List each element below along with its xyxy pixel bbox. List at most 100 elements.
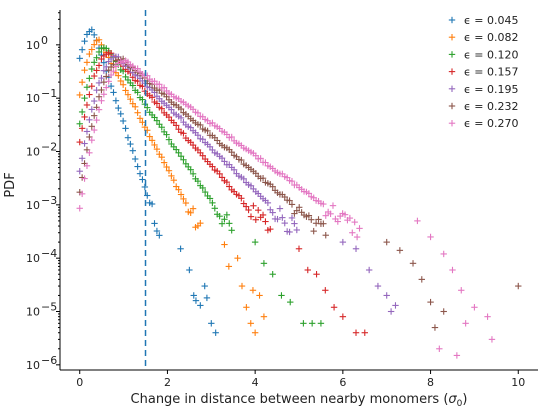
- data-point: [173, 146, 180, 153]
- data-point: [293, 226, 301, 234]
- data-point: [329, 202, 337, 209]
- data-point: [305, 212, 313, 219]
- data-point: [440, 250, 447, 258]
- data-point: [153, 145, 161, 153]
- data-point: [197, 219, 204, 227]
- data-point: [81, 37, 88, 45]
- data-point: [91, 59, 98, 66]
- y-tick-exponent: −1: [41, 87, 57, 100]
- x-tick-label: 6: [339, 376, 346, 389]
- data-point: [427, 298, 434, 306]
- data-point: [365, 266, 373, 274]
- x-tick-label: 8: [427, 376, 434, 389]
- legend-label: ϵ = 0.232: [464, 100, 518, 113]
- data-point: [156, 81, 163, 88]
- data-point: [148, 94, 156, 101]
- data-point: [199, 184, 206, 192]
- data-point: [462, 320, 469, 327]
- data-point: [356, 225, 363, 232]
- data-point: [223, 211, 231, 219]
- data-point: [287, 298, 294, 306]
- data-point: [330, 304, 338, 311]
- data-point: [308, 320, 316, 327]
- data-point: [288, 214, 296, 222]
- data-point: [95, 36, 103, 43]
- y-tick-exponent: −4: [41, 247, 57, 260]
- data-point: [199, 136, 206, 143]
- data-point: [83, 128, 91, 135]
- data-point: [119, 81, 127, 88]
- data-point: [199, 152, 206, 159]
- data-point: [81, 66, 88, 74]
- data-point: [226, 220, 233, 227]
- data-point: [132, 155, 139, 163]
- data-point: [91, 41, 98, 48]
- data-point: [194, 109, 202, 117]
- data-point: [100, 78, 108, 86]
- data-point: [252, 216, 260, 223]
- x-tick-label: 4: [252, 376, 259, 389]
- data-point: [110, 89, 117, 96]
- data-point: [288, 201, 296, 208]
- data-point: [186, 266, 193, 274]
- data-point: [418, 276, 425, 283]
- legend-label: ϵ = 0.270: [464, 117, 518, 130]
- data-point: [296, 204, 303, 211]
- data-point: [88, 26, 95, 33]
- data-point: [76, 168, 83, 175]
- data-point: [315, 216, 322, 223]
- data-point: [352, 329, 360, 336]
- data-point: [168, 106, 175, 113]
- data-point: [260, 260, 268, 267]
- data-point: [165, 167, 173, 174]
- data-point: [276, 205, 284, 212]
- data-point: [134, 109, 141, 116]
- data-point: [279, 214, 286, 221]
- data-point: [78, 79, 86, 86]
- data-point: [163, 131, 170, 138]
- legend-label: ϵ = 0.120: [464, 48, 518, 61]
- data-point: [175, 186, 182, 193]
- data-point: [115, 104, 122, 112]
- data-point: [83, 162, 91, 170]
- data-point: [177, 114, 185, 122]
- data-point: [221, 158, 228, 165]
- data-point: [98, 86, 105, 94]
- legend-label: ϵ = 0.157: [464, 66, 518, 79]
- y-tick-label: 10: [26, 359, 40, 372]
- data-point: [129, 147, 136, 154]
- data-point: [91, 97, 98, 105]
- data-point: [132, 103, 139, 111]
- data-point: [286, 228, 293, 236]
- data-point: [151, 114, 158, 121]
- x-axis-label: Change in distance between nearby monome…: [131, 392, 468, 409]
- data-point: [177, 153, 185, 160]
- data-point: [228, 133, 235, 141]
- data-point: [293, 207, 301, 214]
- series-7: [76, 57, 496, 359]
- data-point: [453, 352, 461, 359]
- data-point: [313, 271, 320, 278]
- data-point: [288, 177, 296, 185]
- data-point: [81, 94, 88, 102]
- data-point: [100, 91, 108, 98]
- data-point: [78, 46, 86, 53]
- data-point: [238, 282, 246, 290]
- data-point: [156, 232, 163, 239]
- data-point: [148, 200, 156, 208]
- data-point: [515, 282, 522, 290]
- data-point: [78, 125, 86, 132]
- data-point: [112, 97, 120, 104]
- data-point: [269, 183, 276, 190]
- data-point: [234, 254, 241, 262]
- x-tick-label: 10: [511, 376, 525, 389]
- data-point: [88, 82, 95, 90]
- data-point: [255, 206, 262, 214]
- data-point: [300, 320, 307, 327]
- data-point: [86, 149, 93, 157]
- legend-entry: ϵ = 0.232: [448, 100, 518, 113]
- data-point: [86, 116, 93, 124]
- data-point: [383, 292, 390, 299]
- data-point: [250, 202, 257, 209]
